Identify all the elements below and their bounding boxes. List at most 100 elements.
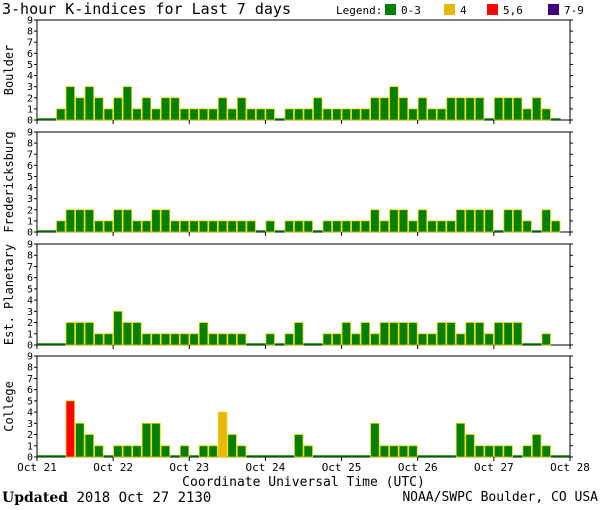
x-axis-label: Coordinate Universal Time (UTC) (182, 475, 425, 490)
y-tick-label: 0 (27, 341, 33, 352)
k-index-bar (351, 220, 361, 233)
k-index-bar (427, 220, 437, 233)
k-index-bar (417, 209, 428, 233)
legend-text: 0-3 (401, 4, 421, 17)
k-index-bar (227, 434, 237, 458)
k-index-bar (493, 97, 504, 121)
y-tick-label: 7 (27, 374, 33, 385)
k-index-bar (474, 209, 485, 233)
y-tick-label: 5 (27, 172, 33, 183)
k-index-bar (455, 97, 466, 121)
updated-line: Updated 2018 Oct 27 2130 (2, 490, 211, 506)
k-index-bar (284, 333, 294, 346)
legend-item-4: 4 (444, 4, 467, 17)
k-index-bar (522, 108, 532, 121)
y-tick-label: 1 (27, 104, 33, 115)
k-index-bar (465, 97, 475, 121)
y-tick-label: 6 (27, 273, 33, 284)
x-tick-label: Oct 28 (550, 461, 590, 474)
legend-item-5-6: 5,6 (487, 4, 523, 17)
k-index-bar (408, 322, 418, 346)
y-tick-label: 7 (27, 150, 33, 161)
k-index-bar (303, 220, 313, 233)
x-tick-label: Oct 24 (246, 461, 286, 474)
x-tick-label: Oct 21 (17, 461, 57, 474)
k-index-bar (446, 220, 456, 233)
k-index-bar (75, 422, 85, 458)
k-index-bar (236, 333, 247, 346)
k-index-bar (417, 333, 428, 346)
y-tick-label: 6 (27, 49, 33, 60)
y-tick-label: 1 (27, 329, 33, 340)
legend-swatch (548, 4, 559, 15)
legend-swatch (385, 4, 396, 15)
k-index-bar (303, 108, 313, 121)
updated-value: 2018 Oct 27 2130 (76, 490, 212, 506)
y-tick-label: 3 (27, 419, 33, 430)
k-index-bar (436, 108, 447, 121)
k-index-bar (265, 220, 275, 233)
k-index-bar (113, 97, 123, 121)
y-tick-label: 0 (27, 453, 33, 464)
k-index-bar (208, 445, 218, 458)
k-index-bar (113, 310, 123, 346)
k-index-bar (303, 445, 313, 458)
k-index-bar (208, 108, 218, 121)
k-index-bar (455, 209, 466, 233)
y-tick-label: 4 (27, 296, 33, 307)
k-index-bar (370, 97, 380, 121)
k-index-bar (208, 333, 218, 346)
k-index-bar (179, 445, 190, 458)
y-tick-label: 1 (27, 441, 33, 452)
k-index-bar (217, 97, 228, 121)
k-index-bar (84, 434, 95, 458)
k-index-bar (65, 322, 75, 346)
k-index-bar (132, 322, 142, 346)
k-index-bar (84, 209, 95, 233)
legend-item-0-3: 0-3 (385, 4, 421, 17)
k-index-bar (436, 220, 447, 233)
k-index-bar (484, 445, 494, 458)
y-tick-label: 5 (27, 396, 33, 407)
legend-item-7-9: 7-9 (548, 4, 584, 17)
panel-title: College (2, 381, 16, 432)
k-index-bar (179, 220, 190, 233)
k-index-bar (189, 220, 199, 233)
k-index-bar (65, 400, 75, 458)
k-index-bar (217, 333, 228, 346)
y-tick-label: 3 (27, 82, 33, 93)
panel-title: Boulder (2, 45, 16, 96)
k-index-bar (322, 108, 332, 121)
k-index-bar (455, 422, 466, 458)
k-index-bar (265, 333, 275, 346)
k-index-bar (256, 108, 266, 121)
k-index-bar (332, 220, 342, 233)
k-index-bar (465, 209, 475, 233)
k-index-bar (141, 333, 152, 346)
k-index-bar (503, 209, 513, 233)
k-index-bar (360, 220, 371, 233)
x-tick-label: Oct 23 (169, 461, 209, 474)
credit-text: NOAA/SWPC Boulder, CO USA (402, 490, 598, 505)
k-index-bar (503, 445, 513, 458)
k-index-bar (151, 333, 161, 346)
k-index-bar (198, 220, 209, 233)
k-index-bar (94, 333, 104, 346)
k-index-bar (465, 434, 475, 458)
k-index-bar (122, 445, 133, 458)
k-index-bar (75, 97, 85, 121)
y-tick-label: 1 (27, 216, 33, 227)
y-tick-label: 2 (27, 430, 33, 441)
k-index-bar (198, 108, 209, 121)
k-index-bar (408, 108, 418, 121)
k-index-bar (217, 220, 228, 233)
k-index-bar (474, 445, 485, 458)
k-index-bar (512, 322, 523, 346)
y-tick-label: 9 (27, 16, 33, 27)
updated-label: Updated (2, 490, 69, 506)
k-index-bar (113, 209, 123, 233)
k-index-bar (474, 322, 485, 346)
k-index-bar (151, 422, 161, 458)
legend-text: 4 (460, 4, 467, 17)
